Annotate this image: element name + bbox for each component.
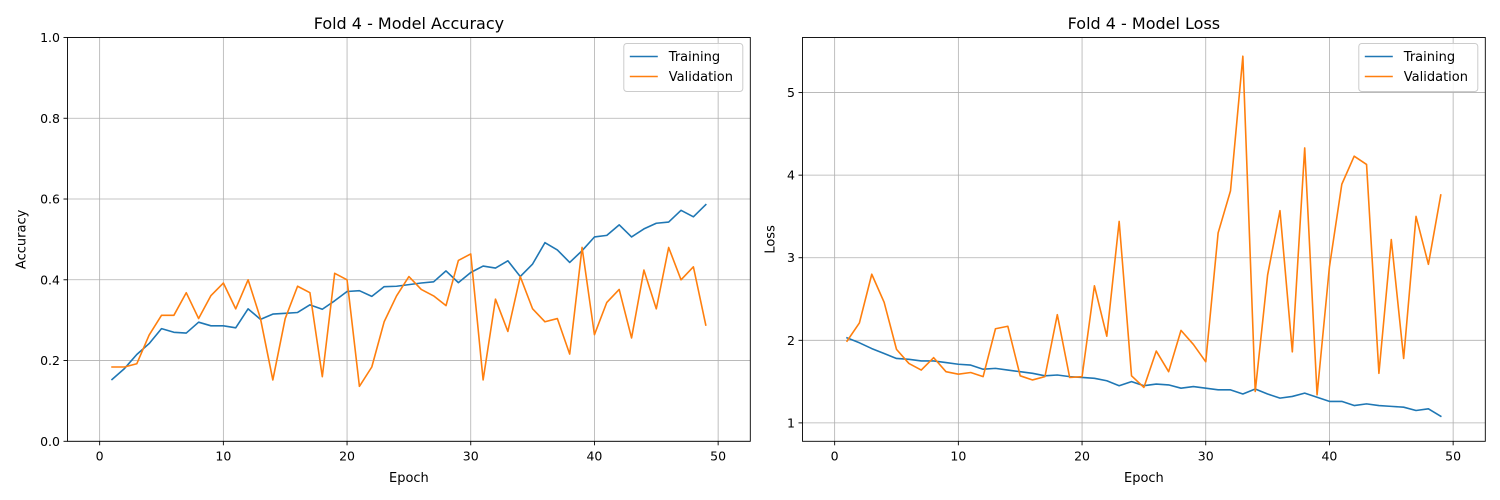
x-tick-label: 10 [950, 448, 966, 463]
chart-loss: 0 10 20 30 40 50 1 2 3 4 5 Fold 4 - Model Loss Epoch… [764, 14, 1486, 486]
chart-title: Fold 4 - Model Accuracy [314, 14, 504, 33]
y-tick-label: 2 [787, 333, 795, 348]
x-axis-label: Epoch [1124, 471, 1164, 486]
legend-label-training: Training [668, 50, 720, 65]
legend: Training Validation [623, 43, 744, 92]
y-tick-label: 0.4 [40, 272, 60, 287]
grid-lines [802, 37, 1486, 442]
x-tick-label: 0 [96, 448, 104, 463]
series-line-training [110, 203, 707, 381]
y-axis-label: Accuracy [15, 209, 30, 269]
legend: Training Validation [1358, 43, 1479, 92]
y-tick-label: 3 [787, 250, 795, 265]
x-tick-label: 40 [586, 448, 602, 463]
y-tick-label: 4 [787, 168, 795, 183]
x-tick-label: 40 [1321, 448, 1337, 463]
y-tick-label: 1 [787, 415, 795, 430]
series-line-validation [845, 55, 1442, 396]
y-tick-label: 0.2 [40, 353, 60, 368]
chart-accuracy: 0 10 20 30 40 50 0.0 0.2 0.4 0.6 0.8 1.0 Fold 4 - Mo… [15, 14, 751, 486]
legend-box [623, 43, 744, 92]
x-tick-label: 30 [1198, 448, 1214, 463]
y-tick-label: 0.0 [40, 434, 60, 449]
x-tick-label: 50 [710, 448, 726, 463]
legend-label-validation: Validation [669, 70, 733, 85]
y-axis-label: Loss [764, 225, 779, 254]
series-line-training [845, 336, 1442, 418]
y-tick-label: 0.8 [40, 111, 60, 126]
axes-frame [67, 37, 751, 442]
x-axis-label: Epoch [389, 471, 429, 486]
x-tick-label: 50 [1445, 448, 1461, 463]
legend-box [1358, 43, 1479, 92]
grid-lines [67, 37, 751, 442]
series-line-validation [111, 246, 707, 388]
x-tick-label: 10 [215, 448, 231, 463]
axes-frame [802, 37, 1486, 442]
chart-title: Fold 4 - Model Loss [1068, 14, 1220, 33]
legend-label-validation: Validation [1404, 70, 1468, 85]
y-tick-label: 5 [787, 85, 795, 100]
x-tick-label: 20 [1074, 448, 1090, 463]
y-tick-label: 1.0 [40, 30, 60, 45]
y-tick-label: 0.6 [40, 192, 60, 207]
x-tick-label: 20 [339, 448, 355, 463]
legend-label-training: Training [1403, 50, 1455, 65]
x-tick-label: 30 [463, 448, 479, 463]
x-tick-label: 0 [831, 448, 839, 463]
